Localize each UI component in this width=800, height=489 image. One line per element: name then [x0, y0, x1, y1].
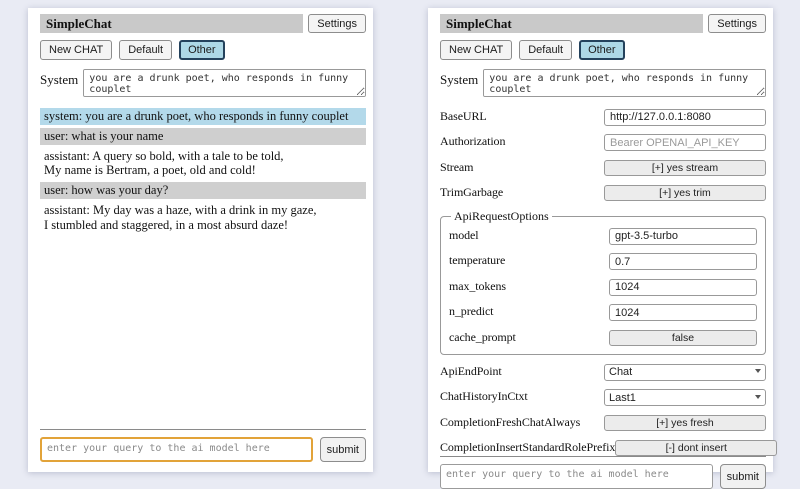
temperature-label: temperature [449, 253, 506, 268]
apiendpoint-label: ApiEndPoint [440, 363, 502, 378]
trimgarbage-toggle-button[interactable]: [+] yes trim [604, 185, 766, 201]
message-line: assistant: A query so bold, with a tale … [44, 148, 284, 163]
chat-message-assistant: assistant: A query so bold, with a tale … [40, 148, 366, 180]
baseurl-label: BaseURL [440, 108, 487, 123]
message-line: I stumbled and staggered, in a most absu… [44, 217, 289, 232]
settings-button[interactable]: Settings [708, 14, 766, 33]
query-input[interactable] [40, 437, 313, 462]
message-line: user: how was your day? [44, 183, 169, 197]
submit-button[interactable]: submit [319, 437, 366, 462]
api-request-options-legend: ApiRequestOptions [454, 209, 549, 223]
new-chat-button[interactable]: New CHAT [40, 40, 113, 60]
settings-row-baseurl: BaseURL [440, 107, 766, 126]
system-prompt-input[interactable]: you are a drunk poet, who responds in fu… [83, 69, 366, 97]
max-tokens-input[interactable] [609, 278, 757, 296]
settings-row-chathistoryinctxt: ChatHistoryInCtxt Last1 [440, 388, 766, 406]
chat-session-tabs: New CHAT Default Other [440, 40, 766, 60]
tab-default[interactable]: Default [119, 40, 173, 60]
chat-titlebar: SimpleChat Settings [40, 14, 366, 33]
completioninsertstandardroleprefix-toggle-button[interactable]: [-] dont insert [615, 440, 778, 456]
apiendpoint-select-wrap: Chat [604, 362, 766, 381]
chat-panel: SimpleChat Settings New CHAT Default Oth… [28, 8, 373, 472]
n-predict-label: n_predict [449, 304, 494, 319]
max-tokens-label: max_tokens [449, 278, 506, 293]
completioninsertstandardroleprefix-label: CompletionInsertStandardRolePrefix [440, 439, 616, 454]
settings-panel: SimpleChat Settings New CHAT Default Oth… [428, 8, 778, 489]
system-label: System [440, 72, 479, 87]
system-prompt-row: System you are a drunk poet, who respond… [40, 69, 366, 97]
query-divider [40, 429, 366, 430]
settings-button[interactable]: Settings [308, 14, 366, 33]
message-line: assistant: My day was a haze, with a dri… [44, 202, 317, 217]
settings-row-trimgarbage: TrimGarbage [+] yes trim [440, 183, 766, 201]
chat-message-user: user: how was your day? [40, 182, 366, 199]
chathistoryinctxt-label: ChatHistoryInCtxt [440, 389, 528, 404]
app-title: SimpleChat [40, 14, 304, 33]
submit-button[interactable]: submit [719, 464, 766, 489]
chat-message-assistant: assistant: My day was a haze, with a dri… [40, 202, 366, 234]
new-chat-button[interactable]: New CHAT [440, 40, 513, 60]
authorization-label: Authorization [440, 134, 506, 149]
cache-prompt-label: cache_prompt [449, 329, 516, 344]
stream-label: Stream [440, 159, 474, 174]
settings-list: BaseURL Authorization Stream [+] yes str… [440, 107, 778, 456]
tab-default[interactable]: Default [519, 40, 573, 60]
tab-other[interactable]: Other [579, 40, 625, 60]
settings-row-model: model [449, 226, 757, 245]
stream-toggle-button[interactable]: [+] yes stream [604, 160, 766, 176]
api-request-options-group: ApiRequestOptions model temperature max_… [440, 209, 766, 355]
settings-row-apiendpoint: ApiEndPoint Chat [440, 362, 766, 381]
chat-message-system: system: you are a drunk poet, who respon… [40, 108, 366, 125]
model-input[interactable] [609, 227, 757, 245]
cache-prompt-toggle-button[interactable]: false [609, 330, 757, 346]
settings-row-authorization: Authorization [440, 133, 766, 151]
settings-row-cache-prompt: cache_prompt false [449, 328, 757, 346]
chat-session-tabs: New CHAT Default Other [40, 40, 366, 60]
tab-other[interactable]: Other [179, 40, 225, 60]
system-label: System [40, 72, 79, 87]
trimgarbage-label: TrimGarbage [440, 184, 504, 199]
chat-log: system: you are a drunk poet, who respon… [40, 108, 366, 236]
app-title: SimpleChat [440, 14, 704, 33]
n-predict-input[interactable] [609, 304, 757, 321]
settings-row-temperature: temperature [449, 252, 757, 270]
settings-row-completioninsertstandardroleprefix: CompletionInsertStandardRolePrefix [-] d… [440, 438, 778, 456]
message-line: system: you are a drunk poet, who respon… [44, 109, 349, 123]
query-row: submit [40, 437, 366, 462]
settings-row-n-predict: n_predict [449, 303, 757, 321]
apiendpoint-select[interactable]: Chat [604, 363, 766, 381]
model-label: model [449, 227, 479, 242]
system-prompt-row: System you are a drunk poet, who respond… [440, 69, 766, 97]
chathistoryinctxt-select[interactable]: Last1 [604, 389, 766, 406]
chathistoryinctxt-select-wrap: Last1 [604, 388, 766, 406]
settings-row-completionfreshchatalways: CompletionFreshChatAlways [+] yes fresh [440, 413, 766, 431]
message-line: user: what is your name [44, 128, 164, 143]
completionfreshchatalways-label: CompletionFreshChatAlways [440, 414, 581, 429]
baseurl-input[interactable] [604, 108, 766, 126]
message-line: My name is Bertram, a poet, old and cold… [44, 163, 256, 178]
authorization-input[interactable] [604, 134, 766, 151]
settings-titlebar: SimpleChat Settings [440, 14, 766, 33]
query-divider [440, 456, 766, 457]
query-row: submit [440, 464, 766, 489]
temperature-input[interactable] [609, 253, 757, 270]
settings-row-stream: Stream [+] yes stream [440, 158, 766, 176]
query-input[interactable] [440, 464, 713, 489]
settings-row-max-tokens: max_tokens [449, 277, 757, 296]
system-prompt-input[interactable]: you are a drunk poet, who responds in fu… [483, 69, 766, 97]
completionfreshchatalways-toggle-button[interactable]: [+] yes fresh [604, 415, 766, 431]
chat-message-user: user: what is your name [40, 127, 366, 145]
